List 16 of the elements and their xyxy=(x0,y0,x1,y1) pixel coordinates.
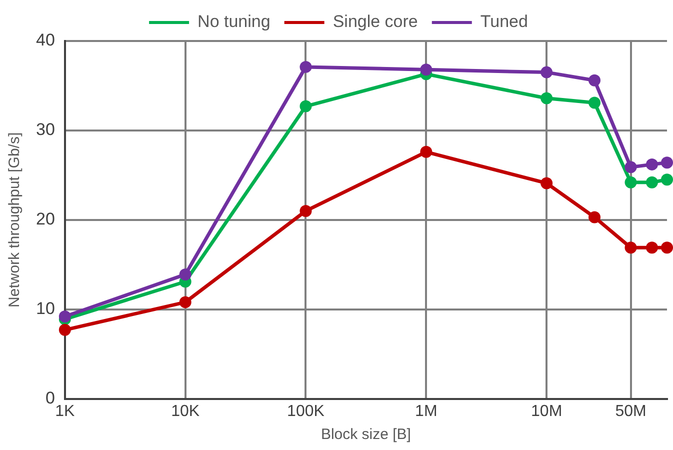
x-tick-label: 100K xyxy=(287,402,325,420)
y-axis-title: Network throughput [Gb/s] xyxy=(6,132,24,308)
legend-label: No tuning xyxy=(198,12,270,32)
x-tick-label: 1K xyxy=(55,402,76,420)
x-tick-label: 50M xyxy=(615,402,646,420)
y-tick-label: 40 xyxy=(36,30,55,50)
x-axis-title: Block size [B] xyxy=(320,426,411,444)
x-tick-label: 1M xyxy=(415,402,438,420)
x-tick-label: 10K xyxy=(171,402,200,420)
y-tick-label: 0 xyxy=(45,388,55,408)
legend-label: Tuned xyxy=(480,12,528,32)
y-tick-label: 30 xyxy=(36,120,55,140)
x-tick-label: 10M xyxy=(531,402,562,420)
y-tick-label: 20 xyxy=(36,210,55,229)
y-tick-label: 10 xyxy=(36,299,55,318)
legend-label: Single core xyxy=(332,12,418,32)
